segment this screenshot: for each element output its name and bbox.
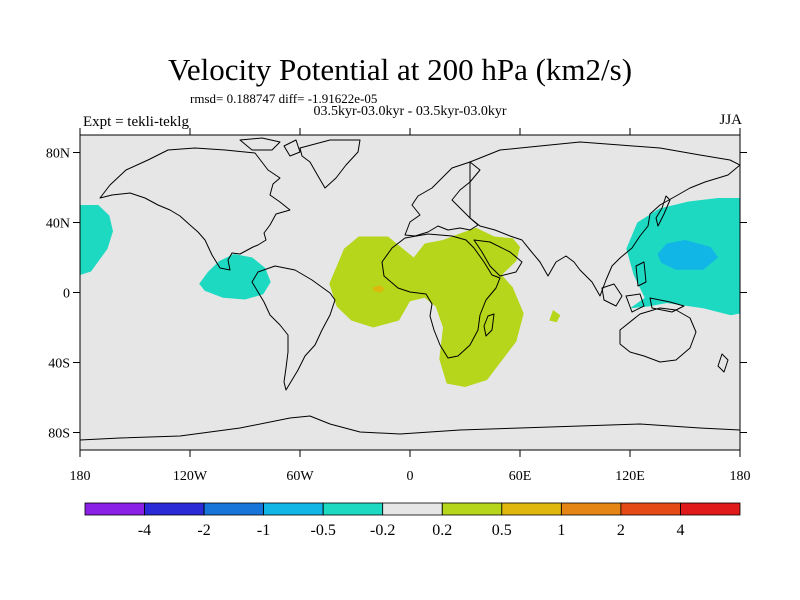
colorbar-swatch bbox=[441, 502, 503, 516]
coastline-north-america bbox=[99, 147, 291, 271]
region-madagascar-lobe-positive bbox=[549, 310, 561, 323]
y-tick-label: 0 bbox=[63, 287, 70, 302]
contour-fills bbox=[80, 198, 740, 387]
x-tick-label: 60E bbox=[509, 469, 532, 484]
region-central-america-negative bbox=[199, 254, 271, 300]
colorbar-label: -1 bbox=[257, 522, 270, 539]
coastlines bbox=[80, 137, 740, 441]
coastline-antarctica bbox=[80, 415, 740, 441]
colorbar-swatch bbox=[382, 502, 443, 516]
colorbar-label: -4 bbox=[138, 522, 151, 539]
colorbar-label: -0.5 bbox=[311, 522, 336, 539]
axis-ticks: 180 120W 60W 0 60E 120E 180 80N 40N 0 40S 80S bbox=[46, 128, 751, 484]
colorbar-label: 0.2 bbox=[432, 522, 452, 539]
coastline-arabia bbox=[473, 239, 523, 277]
region-atlantic-maximum bbox=[373, 285, 385, 293]
x-tick-label: 120E bbox=[615, 469, 645, 484]
colorbar-swatch bbox=[84, 502, 145, 516]
chart-subtitle: 03.5kyr-03.0kyr - 03.5kyr-03.0kyr bbox=[313, 104, 507, 119]
rmsd-stats: rmsd= 0.188747 diff= -1.91622e-05 bbox=[190, 91, 378, 106]
x-tick-label: 180 bbox=[70, 469, 91, 484]
coastline-se-asia-islands bbox=[601, 261, 685, 313]
colorbar-swatch bbox=[322, 502, 384, 516]
region-west-pacific-core bbox=[657, 240, 718, 270]
x-tick-label: 60W bbox=[286, 469, 314, 484]
coastline-australia bbox=[619, 307, 697, 363]
region-africa-indian-positive bbox=[329, 227, 524, 387]
region-east-pacific-negative bbox=[80, 205, 113, 275]
coastline-africa bbox=[381, 233, 501, 359]
colorbar-swatch bbox=[620, 502, 681, 516]
chart-title: Velocity Potential at 200 hPa (km2/s) bbox=[167, 52, 633, 87]
colorbar-label: -0.2 bbox=[370, 522, 395, 539]
coastline-arctic-islands bbox=[239, 137, 301, 157]
coastline-new-zealand bbox=[717, 353, 729, 373]
colorbar-swatch bbox=[561, 502, 622, 516]
coastline-south-america bbox=[251, 265, 336, 391]
coastline-greenland bbox=[299, 139, 361, 189]
y-tick-label: 40N bbox=[46, 217, 70, 232]
colorbar-label: 4 bbox=[677, 522, 685, 539]
coastline-asia bbox=[469, 141, 740, 297]
coastline-japan bbox=[655, 195, 671, 227]
coastline-europe bbox=[404, 161, 481, 237]
season-label: JJA bbox=[719, 112, 742, 128]
colorbar-label: 1 bbox=[557, 522, 565, 539]
coastline-madagascar bbox=[483, 313, 495, 337]
y-tick-label: 80N bbox=[46, 147, 70, 162]
x-tick-label: 0 bbox=[407, 469, 414, 484]
experiment-label: Expt = tekli-teklg bbox=[83, 114, 189, 130]
colorbar-swatch bbox=[203, 502, 265, 516]
colorbar-swatch bbox=[680, 502, 741, 516]
x-tick-label: 180 bbox=[730, 469, 751, 484]
colorbar-swatch bbox=[263, 502, 324, 516]
colorbar-swatch bbox=[501, 502, 562, 516]
colorbar-swatch bbox=[144, 502, 205, 516]
y-tick-label: 40S bbox=[48, 357, 70, 372]
colorbar-label: 0.5 bbox=[492, 522, 512, 539]
y-tick-label: 80S bbox=[48, 427, 70, 442]
colorbar-label: 2 bbox=[617, 522, 625, 539]
colorbar-label: -2 bbox=[197, 522, 210, 539]
x-tick-label: 120W bbox=[173, 469, 208, 484]
